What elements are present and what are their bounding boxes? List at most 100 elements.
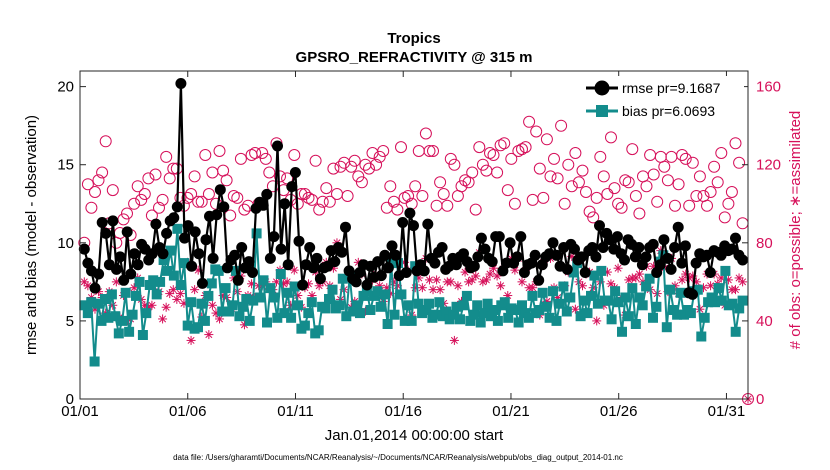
asterisk-stroke: [187, 336, 195, 344]
asterisk-stroke: [731, 286, 739, 294]
rmse-point: [397, 217, 409, 228]
y-tick-label: 10: [57, 235, 74, 252]
possible-obs-point: [121, 207, 133, 220]
rmse-point: [179, 232, 190, 244]
asterisk-stroke: [607, 280, 615, 288]
legend-rmse-label: rmse pr=9.1687: [622, 80, 721, 96]
assimilated-obs-point: [485, 269, 495, 279]
y-axis-ticks: 0 5 10 15 20: [57, 79, 86, 408]
assimilated-obs-point: [161, 302, 171, 312]
possible-obs-point: [238, 203, 251, 216]
bias-point: [582, 308, 593, 319]
rmse-point: [96, 217, 108, 228]
bias-point: [396, 289, 407, 300]
rmse-point: [422, 218, 434, 230]
bias-point: [413, 298, 424, 309]
rmse-point: [737, 254, 749, 266]
bias-point: [434, 297, 445, 308]
y2-tick-label: 80: [756, 235, 773, 252]
rmse-point: [418, 265, 430, 277]
possible-obs-point: [686, 156, 699, 169]
possible-obs-point: [558, 197, 571, 210]
assimilated-obs-point: [186, 335, 196, 345]
possible-obs-point: [213, 145, 226, 157]
bias-point: [93, 298, 104, 309]
possible-obs-point: [195, 195, 208, 208]
bias-point: [113, 328, 124, 339]
bias-point: [685, 308, 696, 319]
rmse-point: [218, 201, 230, 213]
bias-point: [244, 315, 255, 326]
bias-point: [89, 356, 100, 367]
possible-obs-point: [469, 203, 482, 216]
assimilated-obs-point: [175, 289, 185, 299]
legend: rmse pr=9.1687 bias pr=6.0693: [580, 76, 744, 122]
possible-obs-point: [651, 195, 664, 208]
possible-obs-point: [491, 166, 504, 179]
bias-point: [224, 306, 235, 317]
possible-obs-point: [540, 133, 553, 146]
bias-point: [451, 301, 462, 312]
possible-obs-point: [473, 141, 486, 154]
bias-point: [648, 312, 658, 323]
bias-point: [375, 301, 386, 312]
bias-point: [324, 294, 334, 304]
bias-point: [79, 300, 90, 311]
assimilated-obs-point: [528, 283, 538, 293]
possible-obs-point: [519, 141, 532, 154]
asterisk-stroke: [635, 270, 643, 278]
rmse-point: [146, 248, 158, 260]
asterisk-stroke: [433, 276, 441, 284]
rmse-point: [551, 249, 563, 261]
bias-point: [692, 284, 703, 295]
bias-point: [361, 286, 372, 297]
rmse-point: [569, 243, 580, 255]
bias-point: [186, 297, 197, 308]
bias-point: [313, 325, 324, 336]
rmse-point: [157, 248, 169, 260]
possible-obs-point: [683, 199, 696, 212]
asterisk-stroke: [486, 270, 494, 278]
bias-point: [348, 306, 359, 317]
rmse-point: [111, 263, 122, 275]
rmse-point: [272, 140, 283, 152]
bias-point: [499, 297, 510, 308]
bias-point: [399, 315, 410, 326]
bias-point: [279, 308, 290, 319]
rmse-point: [533, 274, 545, 286]
possible-obs-point: [309, 154, 322, 167]
plot-frame: [79, 70, 749, 400]
possible-obs-point: [718, 211, 731, 224]
bias-point: [299, 320, 310, 331]
bias-point: [644, 273, 655, 284]
possible-obs-point: [676, 149, 689, 161]
rmse-point: [161, 227, 173, 239]
rmse-point: [386, 240, 398, 252]
y2-tick-label: 120: [756, 157, 781, 174]
rmse-point: [633, 242, 645, 253]
asterisk-stroke: [454, 282, 462, 290]
bias-point: [737, 295, 748, 306]
bias-point: [661, 322, 672, 333]
rmse-point: [207, 252, 219, 264]
asterisk-stroke: [169, 286, 177, 294]
asterisk-stroke: [497, 282, 505, 290]
possible-obs-point: [715, 147, 728, 159]
possible-obs-point: [448, 158, 461, 171]
bias-point: [382, 319, 393, 329]
assimilated-obs-point: [453, 281, 463, 291]
bias-point: [630, 319, 641, 329]
y2-axis-ticks: 0 40 80 120 160: [742, 79, 781, 408]
bias-point: [262, 317, 272, 328]
bias-point: [627, 283, 638, 294]
bias-point: [134, 276, 145, 287]
bias-point: [334, 300, 345, 311]
possible-obs-point: [128, 197, 141, 210]
bias-point: [103, 312, 114, 323]
rmse-point: [361, 279, 373, 291]
rmse-point: [340, 221, 351, 233]
bias-point: [131, 290, 141, 301]
bias-point: [289, 281, 300, 292]
bias-point: [551, 315, 562, 326]
